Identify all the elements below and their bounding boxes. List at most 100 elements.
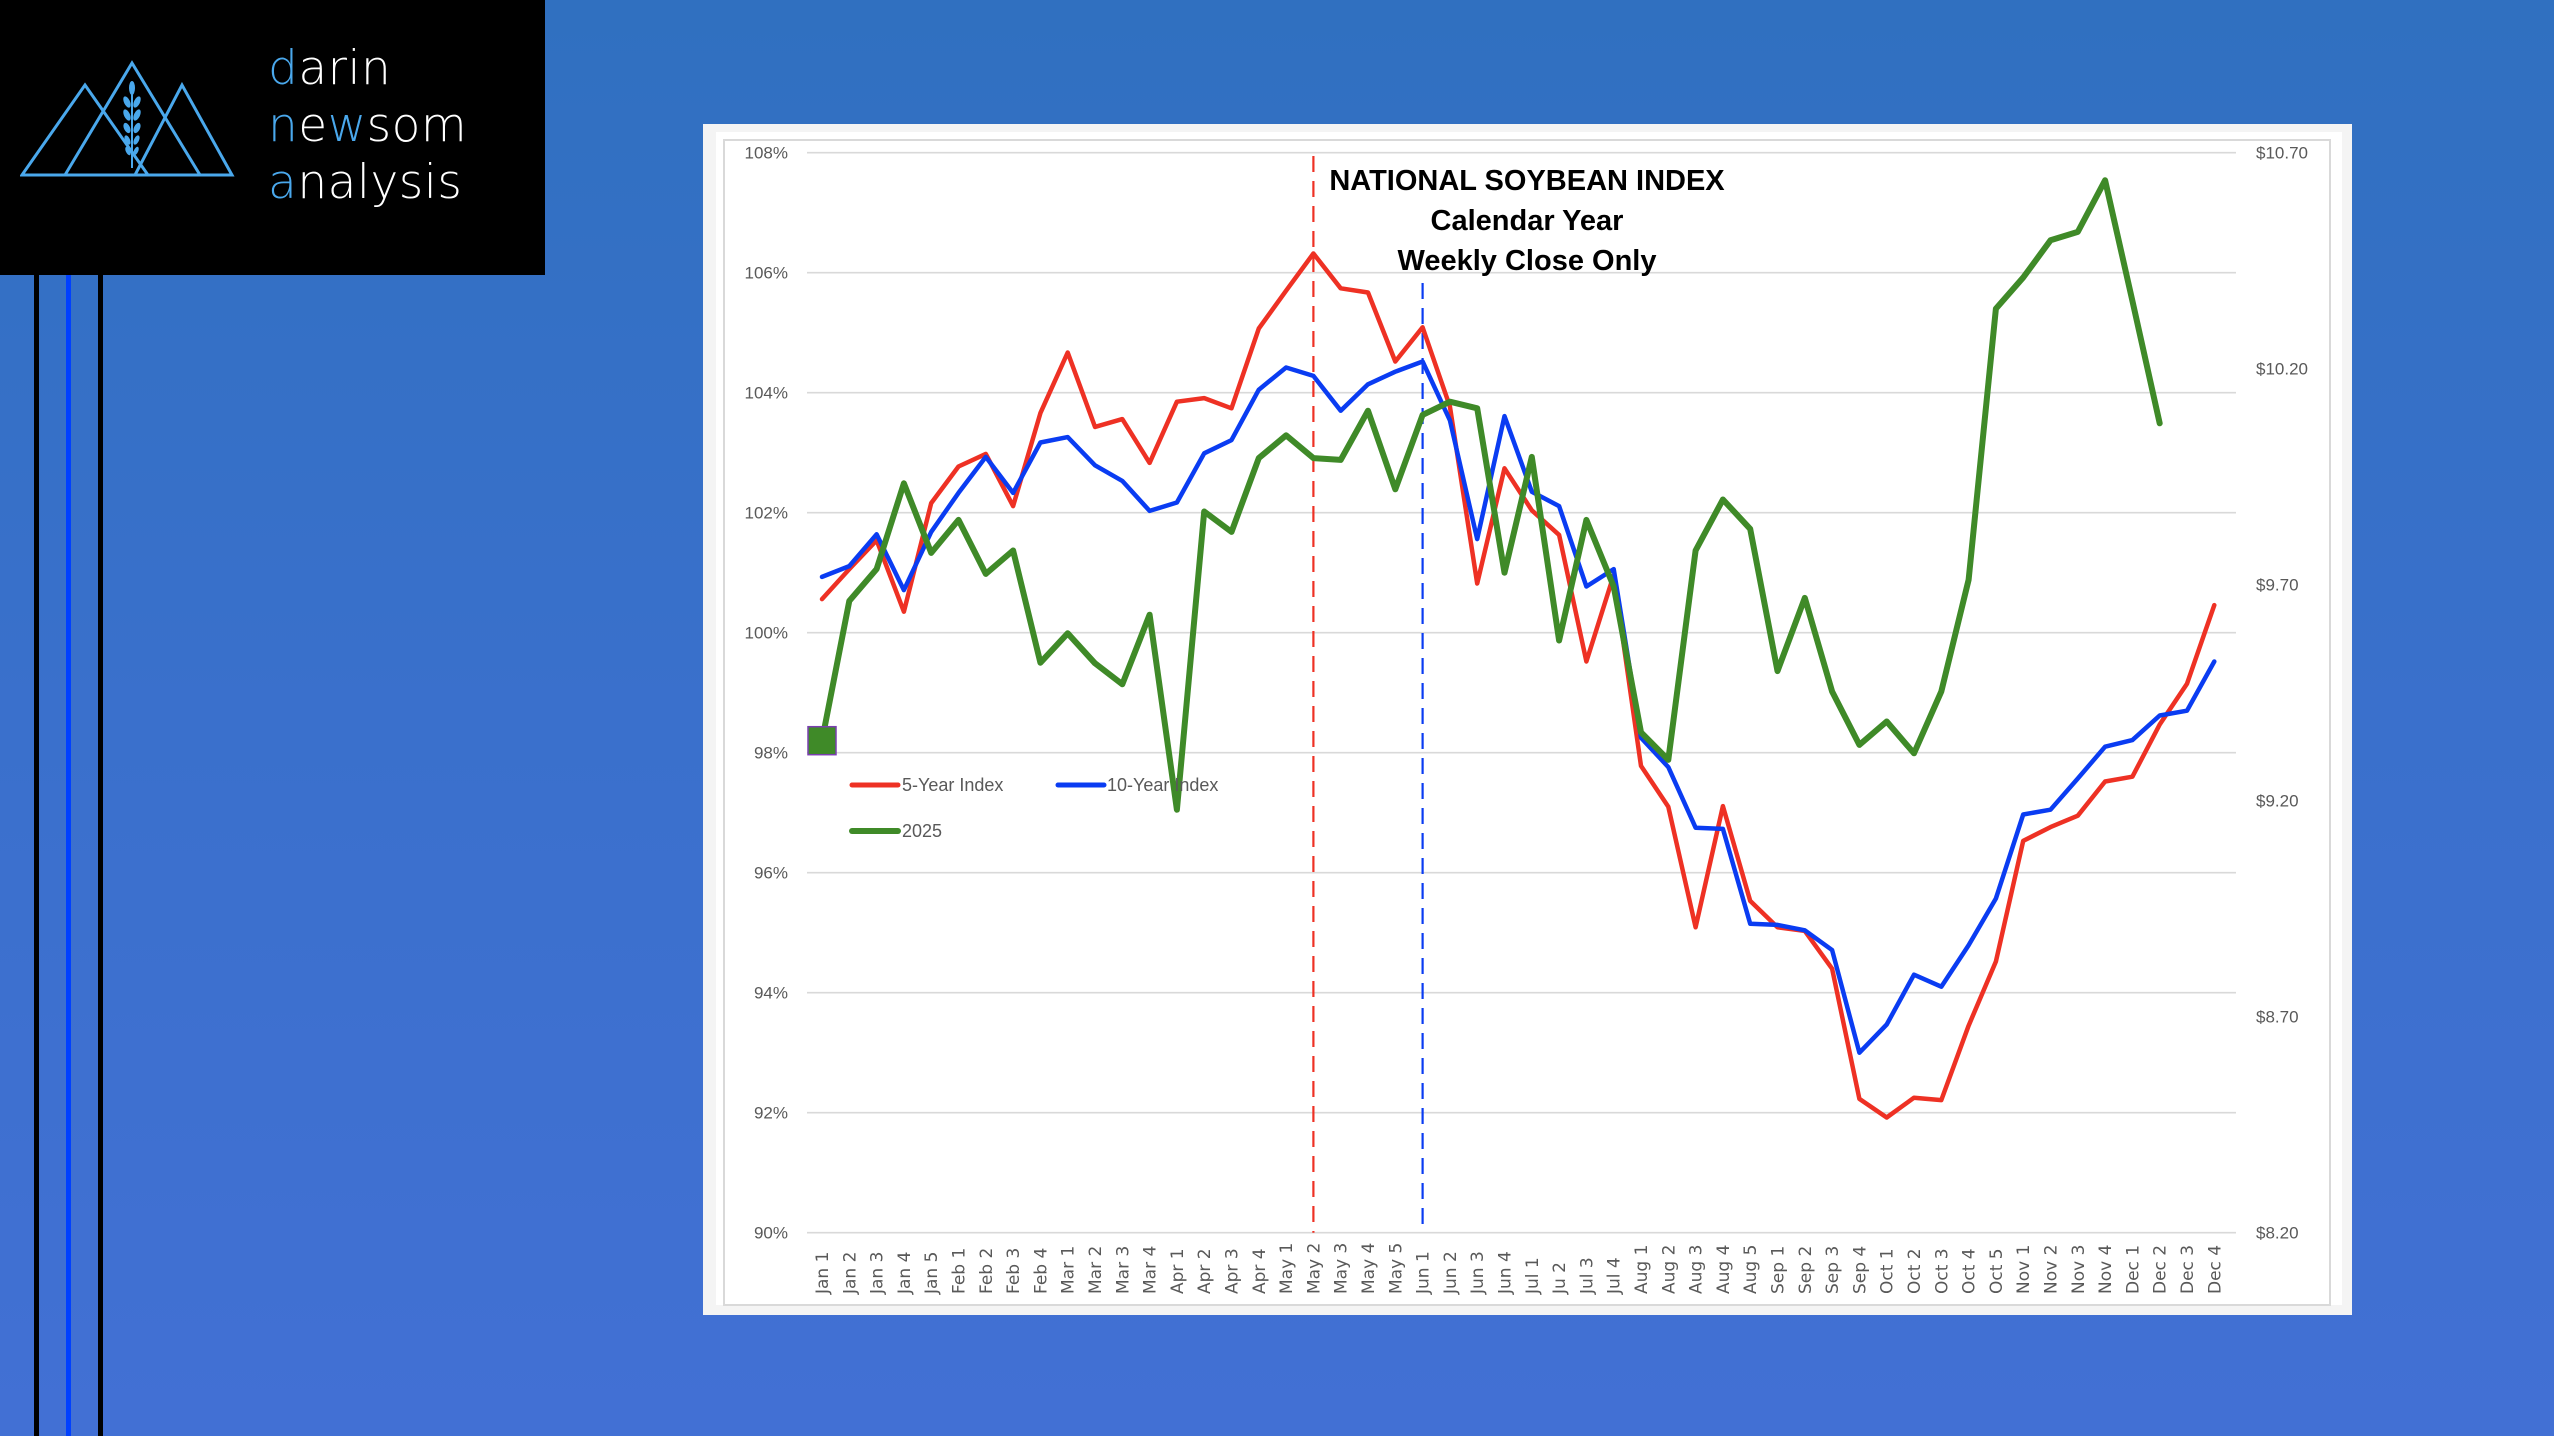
x-axis-tick-label: May 4 xyxy=(1359,1243,1379,1294)
logo-line-analysis: analysis xyxy=(268,154,467,211)
y-axis-tick-label: 92% xyxy=(754,1104,788,1123)
y-axis-tick-label: 96% xyxy=(754,864,788,883)
series-start-marker xyxy=(807,725,837,756)
x-axis-tick-label: May 3 xyxy=(1332,1243,1352,1294)
x-axis-tick-label: Oct 2 xyxy=(1905,1248,1925,1294)
decorative-stripe-blue xyxy=(66,275,71,1436)
x-axis-tick-label: Apr 1 xyxy=(1168,1248,1188,1294)
x-axis-tick-label: Sep 1 xyxy=(1769,1246,1789,1294)
x-axis-tick-label: Dec 4 xyxy=(2205,1245,2225,1294)
x-axis-tick-label: Apr 2 xyxy=(1195,1248,1215,1294)
x-axis-tick-label: Jan 2 xyxy=(840,1252,860,1295)
x-axis-tick-label: Aug 5 xyxy=(1741,1245,1761,1294)
x-axis-tick-label: Jun 2 xyxy=(1441,1251,1461,1295)
logo-text-part: arin xyxy=(298,41,392,96)
x-axis-tick-label: Aug 3 xyxy=(1687,1245,1707,1294)
x-axis-tick-label: Dec 2 xyxy=(2151,1245,2171,1294)
series-line-10-year-index xyxy=(819,359,2217,1055)
x-axis-tick-label: Mar 3 xyxy=(1113,1246,1133,1294)
legend-label-5-year: 5-Year Index xyxy=(902,775,1003,795)
logo-accent-letter: a xyxy=(268,155,298,210)
x-axis-tick-label: Jul 4 xyxy=(1605,1257,1625,1295)
chart-panel: 108% 106% 104% 102% 100% 98% 96% 94% 92% 90% $10.… xyxy=(703,124,2352,1315)
x-axis-tick-label: Sep 3 xyxy=(1823,1246,1843,1294)
logo-text-part: nalysis xyxy=(297,155,463,210)
decorative-stripe-black-1 xyxy=(34,275,39,1436)
y-axis-tick-label: 102% xyxy=(745,504,788,523)
x-axis-tick-label: Jan 1 xyxy=(813,1252,833,1295)
logo-line-newsom: newsom xyxy=(268,97,467,154)
y2-axis-tick-label: $10.20 xyxy=(2256,360,2308,379)
x-axis-tick-label: Jun 1 xyxy=(1414,1251,1434,1295)
y2-axis-tick-label: $8.20 xyxy=(2256,1224,2299,1243)
series-line-5-year-index xyxy=(819,251,2217,1120)
x-axis-tick-label: Dec 1 xyxy=(2123,1245,2143,1294)
x-axis-tick-label: Sep 2 xyxy=(1796,1246,1816,1294)
y-axis-tick-label: 98% xyxy=(754,744,788,763)
y-axis-tick-label: 106% xyxy=(745,264,788,283)
x-axis-tick-label: Dec 3 xyxy=(2178,1245,2198,1294)
logo-text-part: e xyxy=(298,98,328,153)
x-axis-tick-label: Sep 4 xyxy=(1850,1246,1870,1294)
plot-border xyxy=(723,139,2331,1306)
x-axis-tick-label: Nov 2 xyxy=(2042,1245,2062,1294)
x-axis-tick-label: Mar 1 xyxy=(1059,1246,1079,1294)
logo-line-darin: darin xyxy=(268,40,467,97)
x-axis-tick-label: Mar 2 xyxy=(1086,1246,1106,1294)
x-axis-tick-label: Oct 1 xyxy=(1878,1248,1898,1294)
x-axis-tick-label: Aug 2 xyxy=(1659,1245,1679,1294)
x-axis-tick-label: Aug 4 xyxy=(1714,1245,1734,1294)
x-axis-tick-label: May 2 xyxy=(1304,1243,1324,1294)
decorative-stripe-black-2 xyxy=(98,275,103,1436)
logo-wordmark: darin newsom analysis xyxy=(268,40,467,211)
x-axis-tick-label: Oct 3 xyxy=(1932,1248,1952,1294)
logo-accent-letter: d xyxy=(268,41,299,96)
x-axis-tick-label: Aug 1 xyxy=(1632,1245,1652,1294)
chart-subtitle-2: Weekly Close Only xyxy=(1398,245,1657,277)
soybean-index-chart: 108% 106% 104% 102% 100% 98% 96% 94% 92% 90% $10.… xyxy=(723,139,2331,1306)
logo-text-part: som xyxy=(366,98,468,153)
x-axis-tick-label: Mar 4 xyxy=(1141,1246,1161,1294)
logo-accent-letter: w xyxy=(327,98,367,153)
chart-area xyxy=(716,132,2342,1305)
y-axis-tick-label: 90% xyxy=(754,1224,788,1243)
y2-axis-tick-label: $9.70 xyxy=(2256,576,2299,595)
x-axis-tick-label: Feb 1 xyxy=(950,1248,970,1294)
x-axis-tick-label: Jul 1 xyxy=(1523,1257,1543,1295)
x-axis-tick-label: Oct 4 xyxy=(1960,1248,1980,1294)
chart-title: NATIONAL SOYBEAN INDEX xyxy=(1329,165,1725,197)
x-axis-tick-label: Nov 3 xyxy=(2069,1245,2089,1294)
chart-subtitle: Calendar Year xyxy=(1431,205,1624,237)
x-axis-tick-label: Jul 3 xyxy=(1577,1257,1597,1295)
x-axis-tick-label: Jun 3 xyxy=(1468,1251,1488,1295)
y-axis-tick-label: 108% xyxy=(745,144,788,163)
legend-label-10-year: 10-Year Index xyxy=(1107,775,1218,795)
x-axis-tick-label: Nov 1 xyxy=(2014,1245,2034,1294)
x-axis-tick-label: Jan 5 xyxy=(922,1252,942,1295)
x-axis-tick-label: Feb 2 xyxy=(977,1248,997,1294)
x-axis-tick-label: Nov 4 xyxy=(2096,1245,2116,1294)
x-axis-tick-label: Oct 5 xyxy=(1987,1248,2007,1294)
y-axis-tick-label: 100% xyxy=(745,624,788,643)
x-axis-tick-label: May 5 xyxy=(1386,1243,1406,1294)
mountains-wheat-icon xyxy=(20,60,235,177)
x-axis-tick-label: May 1 xyxy=(1277,1243,1297,1294)
series-line-2025 xyxy=(819,177,2163,813)
y2-axis-tick-label: $9.20 xyxy=(2256,792,2299,811)
x-axis-tick-label: Jun 4 xyxy=(1496,1251,1516,1295)
y-axis-tick-label: 94% xyxy=(754,984,788,1003)
x-axis-tick-label: Feb 4 xyxy=(1031,1248,1051,1294)
logo-accent-letter: n xyxy=(268,98,299,153)
y-axis-tick-label: 104% xyxy=(745,384,788,403)
x-axis-tick-label: Ju 2 xyxy=(1550,1262,1570,1295)
logo-box: darin newsom analysis xyxy=(0,0,545,275)
x-axis-tick-label: Apr 4 xyxy=(1250,1248,1270,1294)
x-axis-tick-label: Jan 3 xyxy=(868,1252,888,1295)
x-axis-tick-label: Apr 3 xyxy=(1223,1248,1243,1294)
y2-axis-tick-label: $10.70 xyxy=(2256,144,2308,163)
x-axis-tick-label: Jan 4 xyxy=(895,1252,915,1295)
legend: 5-Year Index 10-Year Index 2025 xyxy=(849,775,1218,841)
legend-label-2025: 2025 xyxy=(902,821,942,841)
y2-axis-tick-label: $8.70 xyxy=(2256,1008,2299,1027)
x-axis-tick-label: Feb 3 xyxy=(1004,1248,1024,1294)
